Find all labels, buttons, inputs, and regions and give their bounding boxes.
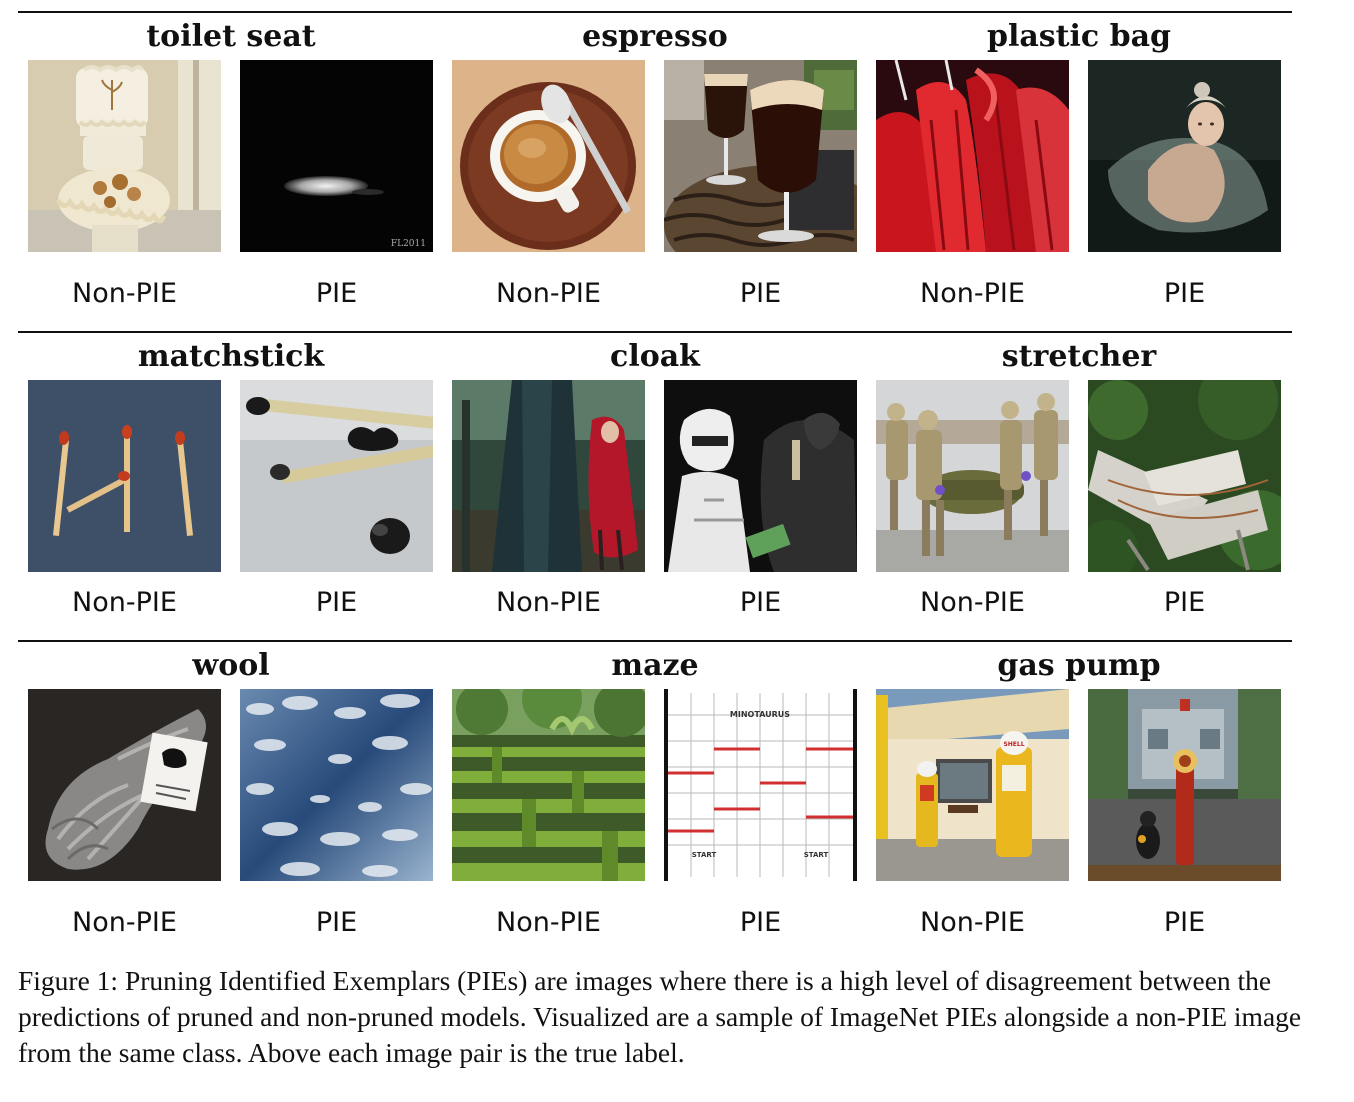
group-label: toilet seat bbox=[146, 19, 316, 54]
watermark-text: FL2011 bbox=[391, 239, 426, 249]
non-pie-image-stretcher bbox=[876, 380, 1069, 572]
pie-caption: PIE bbox=[1163, 278, 1206, 309]
pie-caption: PIE bbox=[739, 587, 782, 618]
figure-caption: Figure 1: Pruning Identified Exemplars (… bbox=[18, 965, 1302, 1068]
pie-caption: PIE bbox=[1163, 587, 1206, 618]
non-pie-caption: Non-PIE bbox=[72, 278, 177, 309]
group-label: maze bbox=[611, 648, 699, 683]
non-pie-caption: Non-PIE bbox=[72, 907, 177, 938]
non-pie-image-toilet-seat bbox=[28, 60, 221, 252]
non-pie-caption: Non-PIE bbox=[920, 907, 1025, 938]
pie-caption: PIE bbox=[739, 907, 782, 938]
group-label: cloak bbox=[610, 339, 700, 374]
pie-caption: PIE bbox=[1163, 907, 1206, 938]
group-label: wool bbox=[192, 648, 270, 683]
group-label: stretcher bbox=[1001, 339, 1157, 374]
top-rule bbox=[18, 11, 1292, 13]
pie-image-matchstick bbox=[240, 380, 433, 572]
non-pie-caption: Non-PIE bbox=[920, 587, 1025, 618]
non-pie-image-espresso bbox=[452, 60, 645, 252]
pie-image-espresso bbox=[664, 60, 857, 252]
pie-image-toilet-seat: FL2011 bbox=[240, 60, 433, 252]
non-pie-caption: Non-PIE bbox=[496, 278, 601, 309]
pump-sign-text: SHELL bbox=[1003, 741, 1024, 748]
pie-caption: PIE bbox=[739, 278, 782, 309]
group-label: espresso bbox=[582, 19, 728, 54]
pie-image-maze: MINOTAURUS START START bbox=[664, 689, 857, 881]
non-pie-image-gas-pump: SHELL bbox=[876, 689, 1069, 881]
non-pie-caption: Non-PIE bbox=[496, 907, 601, 938]
maze-start-right: START bbox=[804, 851, 829, 859]
non-pie-image-cloak bbox=[452, 380, 645, 572]
pie-image-stretcher bbox=[1088, 380, 1281, 572]
non-pie-caption: Non-PIE bbox=[72, 587, 177, 618]
non-pie-image-plastic-bag bbox=[876, 60, 1069, 252]
group-label: gas pump bbox=[997, 648, 1161, 683]
pie-caption: PIE bbox=[315, 907, 358, 938]
row-divider-2 bbox=[18, 640, 1292, 642]
non-pie-caption: Non-PIE bbox=[920, 278, 1025, 309]
pie-image-cloak bbox=[664, 380, 857, 572]
maze-top-text: MINOTAURUS bbox=[730, 710, 790, 719]
pie-image-wool bbox=[240, 689, 433, 881]
non-pie-image-matchstick bbox=[28, 380, 221, 572]
pie-image-plastic-bag bbox=[1088, 60, 1281, 252]
non-pie-image-wool bbox=[28, 689, 221, 881]
group-label: matchstick bbox=[137, 339, 325, 374]
row-divider-1 bbox=[18, 331, 1292, 333]
non-pie-caption: Non-PIE bbox=[496, 587, 601, 618]
pie-caption: PIE bbox=[315, 587, 358, 618]
maze-start-left: START bbox=[692, 851, 717, 859]
pie-image-gas-pump bbox=[1088, 689, 1281, 881]
group-label: plastic bag bbox=[986, 19, 1172, 54]
pie-caption: PIE bbox=[315, 278, 358, 309]
non-pie-image-maze bbox=[452, 689, 645, 881]
